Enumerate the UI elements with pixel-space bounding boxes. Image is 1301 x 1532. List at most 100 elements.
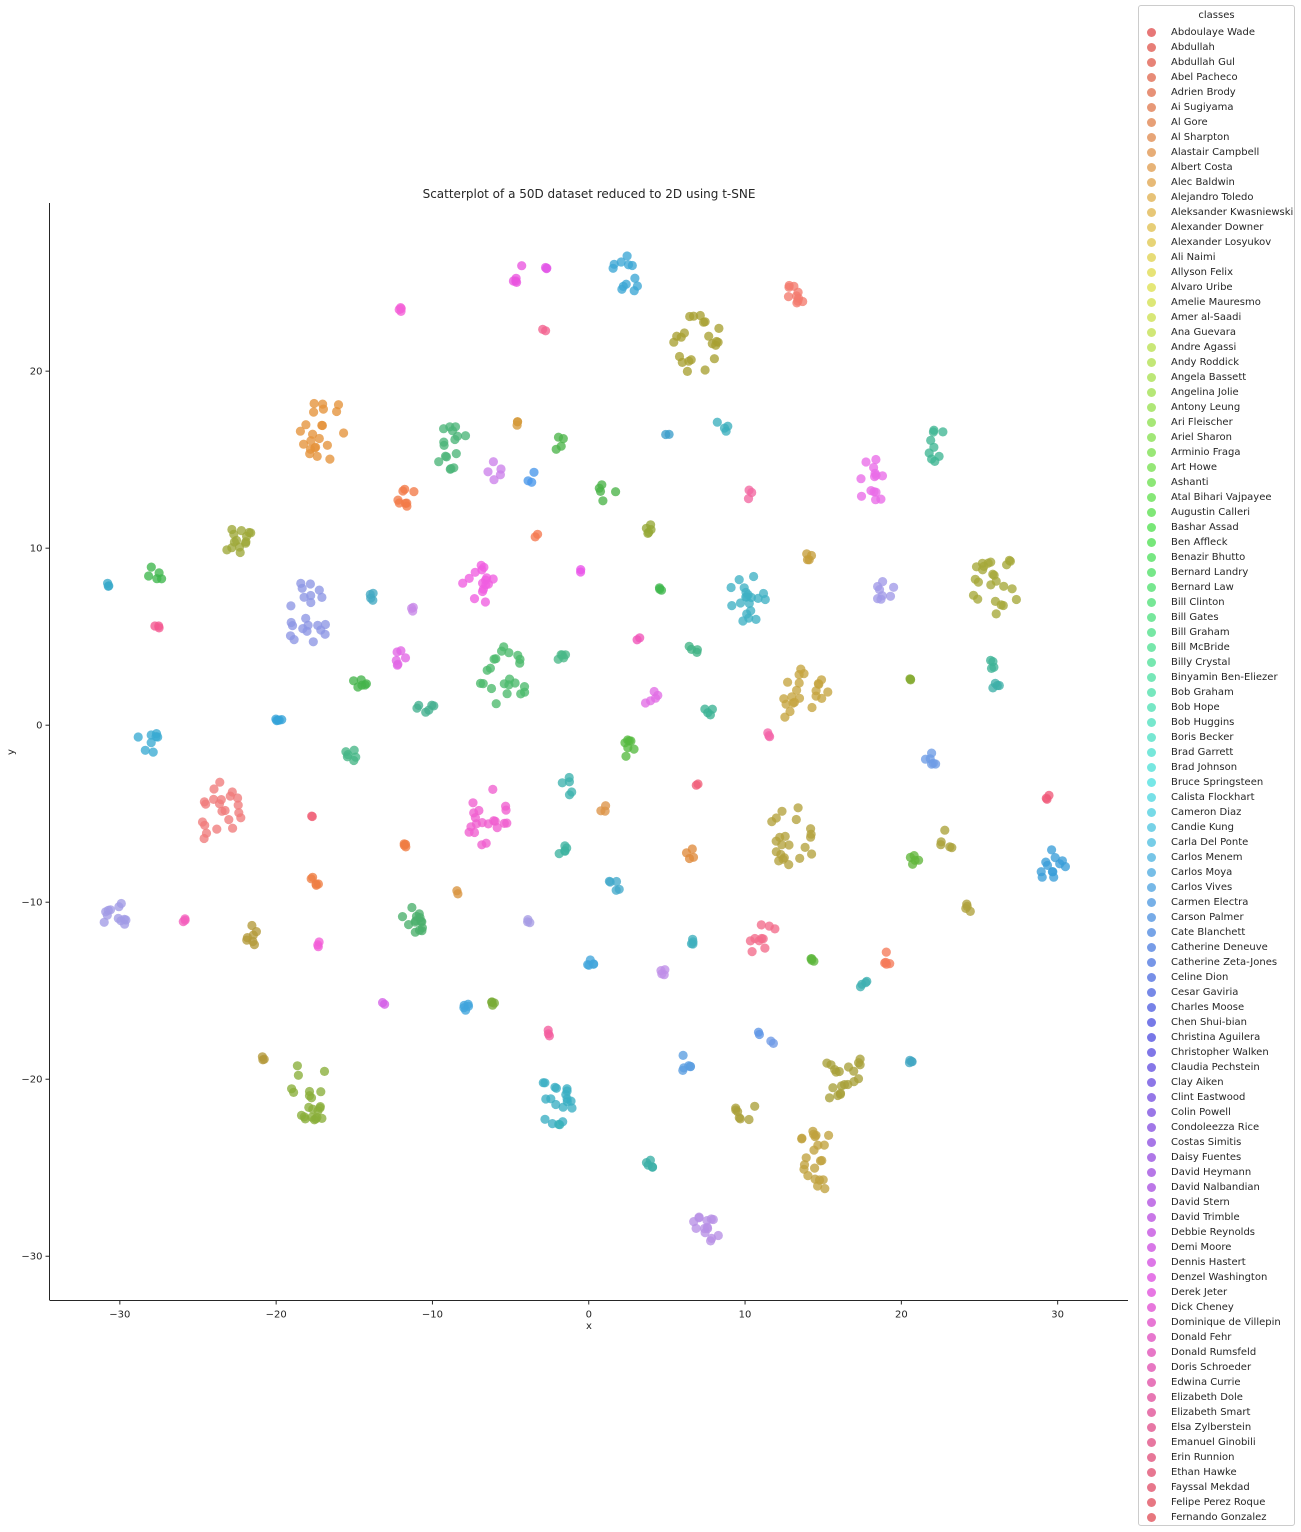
scatter-point [540,262,551,273]
scatter-point [815,1156,826,1166]
legend-entry: Alejandro Toledo [1139,190,1294,205]
legend-entry: David Nalbandian [1139,1180,1294,1195]
scatter-point [557,778,567,788]
legend-entry: Bill Graham [1139,625,1294,640]
scatter-point [783,677,793,687]
legend-label: Angelina Jolie [1171,387,1239,398]
scatter-point [414,909,424,919]
scatter-point [766,1036,776,1046]
legend-entry: Benazir Bhutto [1139,550,1294,565]
scatter-point [632,635,642,645]
scatter-point [311,880,321,890]
scatter-point [546,1094,556,1104]
legend-label: Al Gore [1171,117,1208,128]
scatter-point [601,801,611,811]
scatter-point [497,646,507,656]
scatter-point [735,598,746,608]
scatter-point [611,885,621,895]
legend-label: Candie Kung [1171,822,1234,833]
scatter-point [822,1058,832,1068]
legend-swatch-icon [1147,808,1156,817]
legend-label: Christopher Walken [1171,1047,1269,1058]
scatter-point [749,571,759,582]
legend-entry: Clint Eastwood [1139,1090,1294,1105]
scatter-point [217,806,227,816]
scatter-point [200,820,210,830]
legend-swatch-icon [1147,688,1156,697]
scatter-point [813,1140,823,1150]
legend-entry: Brad Garrett [1139,745,1294,760]
legend-label: Ariel Sharon [1171,432,1233,443]
legend-label: Doris Schroeder [1171,1362,1252,1373]
scatter-point [488,784,498,795]
legend-entry: Aleksander Kwasniewski [1139,205,1294,220]
legend-entry: Carla Del Ponte [1139,835,1294,850]
legend-swatch-icon [1147,673,1156,682]
scatter-point [799,1160,810,1170]
scatter-point [527,477,537,487]
scatter-point [999,581,1009,591]
scatter-point [309,398,319,409]
legend-label: Ari Fleischer [1171,417,1233,428]
scatter-point [289,1087,299,1097]
scatter-point [434,457,444,467]
legend-swatch-icon [1147,643,1156,652]
scatter-point [609,259,619,269]
scatter-point [661,429,671,440]
legend-entry: Bob Graham [1139,685,1294,700]
scatter-point [496,464,506,474]
legend-title: classes [1198,10,1235,21]
scatter-point [727,601,737,611]
legend-entry: Claudia Pechstein [1139,1060,1294,1075]
legend-swatch-icon [1147,1123,1156,1132]
scatter-point [399,840,409,851]
scatter-point [771,813,781,823]
scatter-point [492,823,502,833]
legend-swatch-icon [1147,613,1156,622]
legend-swatch-icon [1147,1213,1156,1222]
scatter-point [714,323,724,333]
scatter-point [708,1214,718,1225]
scatter-point [1042,794,1052,804]
x-tick-label: −20 [266,1310,287,1321]
legend-swatch-icon [1147,1378,1156,1387]
scatter-point [791,814,801,825]
legend-label: Carlos Menem [1171,852,1243,863]
legend-entry: Bernard Landry [1139,565,1294,580]
scatter-point [674,351,685,362]
scatter-point [856,491,867,501]
scatter-point [489,654,499,664]
scatter-point [695,310,705,321]
legend-entry: Ariel Sharon [1139,430,1294,445]
legend-entry: Catherine Deneuve [1139,940,1294,955]
scatter-point [861,978,871,988]
scatter-point [499,818,509,829]
legend-entry: Carson Palmer [1139,910,1294,925]
scatter-point [794,670,804,680]
legend-swatch-icon [1147,718,1156,727]
scatter-point [246,528,256,538]
scatter-point [146,562,156,572]
scatter-point [691,1223,701,1233]
legend-entry: Elsa Zylberstein [1139,1420,1294,1435]
legend-swatch-icon [1147,1513,1156,1522]
scatter-point [567,787,577,797]
scatter-point [735,1114,745,1124]
scatter-point [394,304,404,315]
legend-swatch-icon [1147,358,1156,367]
scatter-point [512,420,522,430]
scatter-point [356,675,366,685]
scatter-point [654,583,665,593]
scatter-point [747,947,757,957]
legend-entry: Adrien Brody [1139,85,1294,100]
scatter-point [679,328,690,338]
scatter-point [843,1079,853,1090]
legend-entry: Doris Schroeder [1139,1360,1294,1375]
legend-label: Abdullah Gul [1171,57,1235,68]
scatter-point [709,354,720,364]
scatter-point [820,1184,830,1194]
legend-swatch-icon [1147,1393,1156,1402]
legend-label: Ali Naimi [1171,252,1216,263]
legend-label: Cesar Gaviria [1171,987,1239,998]
scatter-point [461,1005,471,1015]
